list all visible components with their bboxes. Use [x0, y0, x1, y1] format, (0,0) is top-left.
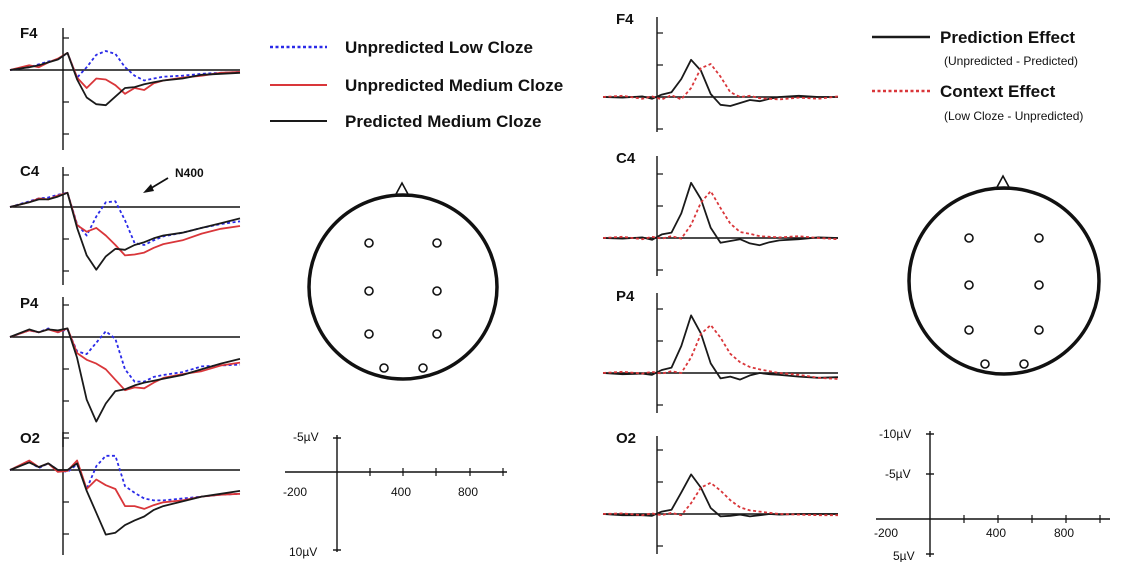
scale-right-x-label: -200	[874, 526, 898, 540]
legend-right: Prediction Effect (Unpredicted - Predict…	[872, 28, 1083, 123]
electrode-c3-left	[432, 329, 442, 339]
legend-label-prediction-effect: Prediction Effect	[940, 28, 1075, 47]
electrode-f3-left	[364, 329, 374, 339]
channel-label-o2-right: O2	[616, 430, 636, 447]
legend-sub-context-effect: (Low Cloze - Unpredicted)	[944, 109, 1083, 123]
legend-label-low-cloze: Unpredicted Low Cloze	[345, 38, 533, 57]
electrode-c4-right	[1034, 233, 1044, 243]
electrode-f4-right	[964, 233, 974, 243]
electrode-f4-left	[364, 238, 374, 248]
electrode-f3-right	[964, 325, 974, 335]
head-outline-right	[907, 186, 1101, 376]
legend-label-medium-unpredicted: Unpredicted Medium Cloze	[345, 76, 563, 95]
electrode-o1-right	[1019, 359, 1029, 369]
erp-channel-f4-left	[9, 28, 241, 150]
channel-label-f4-right: F4	[616, 11, 634, 28]
series-line-prediction-effect	[602, 58, 838, 107]
scale-right-y-bottom-label: 5µV	[893, 549, 915, 562]
channel-label-c4-left: C4	[20, 163, 40, 180]
series-line-unpredicted-medium-cloze	[9, 191, 241, 257]
channel-label-p4-left: P4	[20, 295, 39, 312]
scale-right-x-label: 800	[1054, 526, 1074, 540]
n400-label: N400	[175, 166, 204, 180]
series-line-predicted-medium-cloze	[9, 461, 241, 536]
series-line-context-effect	[602, 63, 839, 101]
scale-left-x-label: 400	[391, 485, 411, 499]
electrode-p3-right	[980, 359, 990, 369]
erp-channel-c4-right	[602, 156, 839, 276]
erp-channel-p4-right	[602, 293, 839, 413]
series-line-predicted-medium-cloze	[9, 327, 241, 423]
channel-label-f4-left: F4	[20, 25, 38, 42]
head-map-right	[907, 174, 1101, 376]
electrode-p4-left	[364, 286, 374, 296]
legend-label-context-effect: Context Effect	[940, 82, 1056, 101]
erp-channel-p4-left	[9, 297, 241, 447]
n400-annotation: N400	[143, 166, 204, 193]
scale-left-y-top-label: -5µV	[293, 430, 319, 444]
erp-channel-o2-right	[602, 436, 838, 554]
electrode-o2-right	[1034, 280, 1044, 290]
electrode-p4-right	[964, 280, 974, 290]
erp-channel-c4-left	[9, 167, 241, 285]
channel-label-o2-left: O2	[20, 430, 40, 447]
series-line-context-effect	[602, 324, 839, 380]
scale-left-x-label: -200	[283, 485, 307, 499]
erp-plots	[9, 17, 839, 555]
series-line-unpredicted-low-cloze	[9, 50, 241, 82]
electrode-o1-left	[418, 363, 428, 373]
electrode-o2-left	[432, 286, 442, 296]
head-map-left	[307, 181, 499, 381]
scale-bar-left: -5µV 10µV -200 400 800	[283, 430, 507, 559]
scale-left-x-label: 800	[458, 485, 478, 499]
series-line-predicted-medium-cloze	[9, 52, 241, 107]
head-outline-left	[307, 193, 499, 381]
series-line-unpredicted-low-cloze	[9, 454, 241, 502]
scale-left-y-bottom-label: 10µV	[289, 545, 317, 559]
electrode-c4-left	[432, 238, 442, 248]
n400-arrow-head	[143, 184, 154, 193]
channel-label-p4-right: P4	[616, 288, 635, 305]
electrode-p3-left	[379, 363, 389, 373]
legend-label-predicted: Predicted Medium Cloze	[345, 112, 541, 131]
electrode-markers	[364, 233, 1044, 373]
scale-bar-right: -10µV -5µV 5µV -200 400 800	[874, 427, 1110, 562]
series-line-prediction-effect	[602, 181, 839, 247]
erp-channel-f4-right	[602, 17, 839, 132]
erp-channel-o2-left	[9, 432, 241, 555]
legend-left: Unpredicted Low Cloze Unpredicted Medium…	[270, 38, 563, 131]
series-line-unpredicted-low-cloze	[9, 191, 241, 246]
series-line-prediction-effect	[602, 473, 838, 518]
series-line-predicted-medium-cloze	[9, 191, 241, 271]
scale-right-x-label: 400	[986, 526, 1006, 540]
scale-right-y-top-label: -10µV	[879, 427, 911, 441]
channel-label-c4-right: C4	[616, 150, 636, 167]
series-line-context-effect	[602, 190, 839, 241]
scale-right-y-mid-label: -5µV	[885, 467, 911, 481]
series-line-context-effect	[602, 481, 838, 517]
legend-sub-prediction-effect: (Unpredicted - Predicted)	[944, 54, 1078, 68]
series-line-prediction-effect	[602, 314, 839, 381]
electrode-c3-right	[1034, 325, 1044, 335]
